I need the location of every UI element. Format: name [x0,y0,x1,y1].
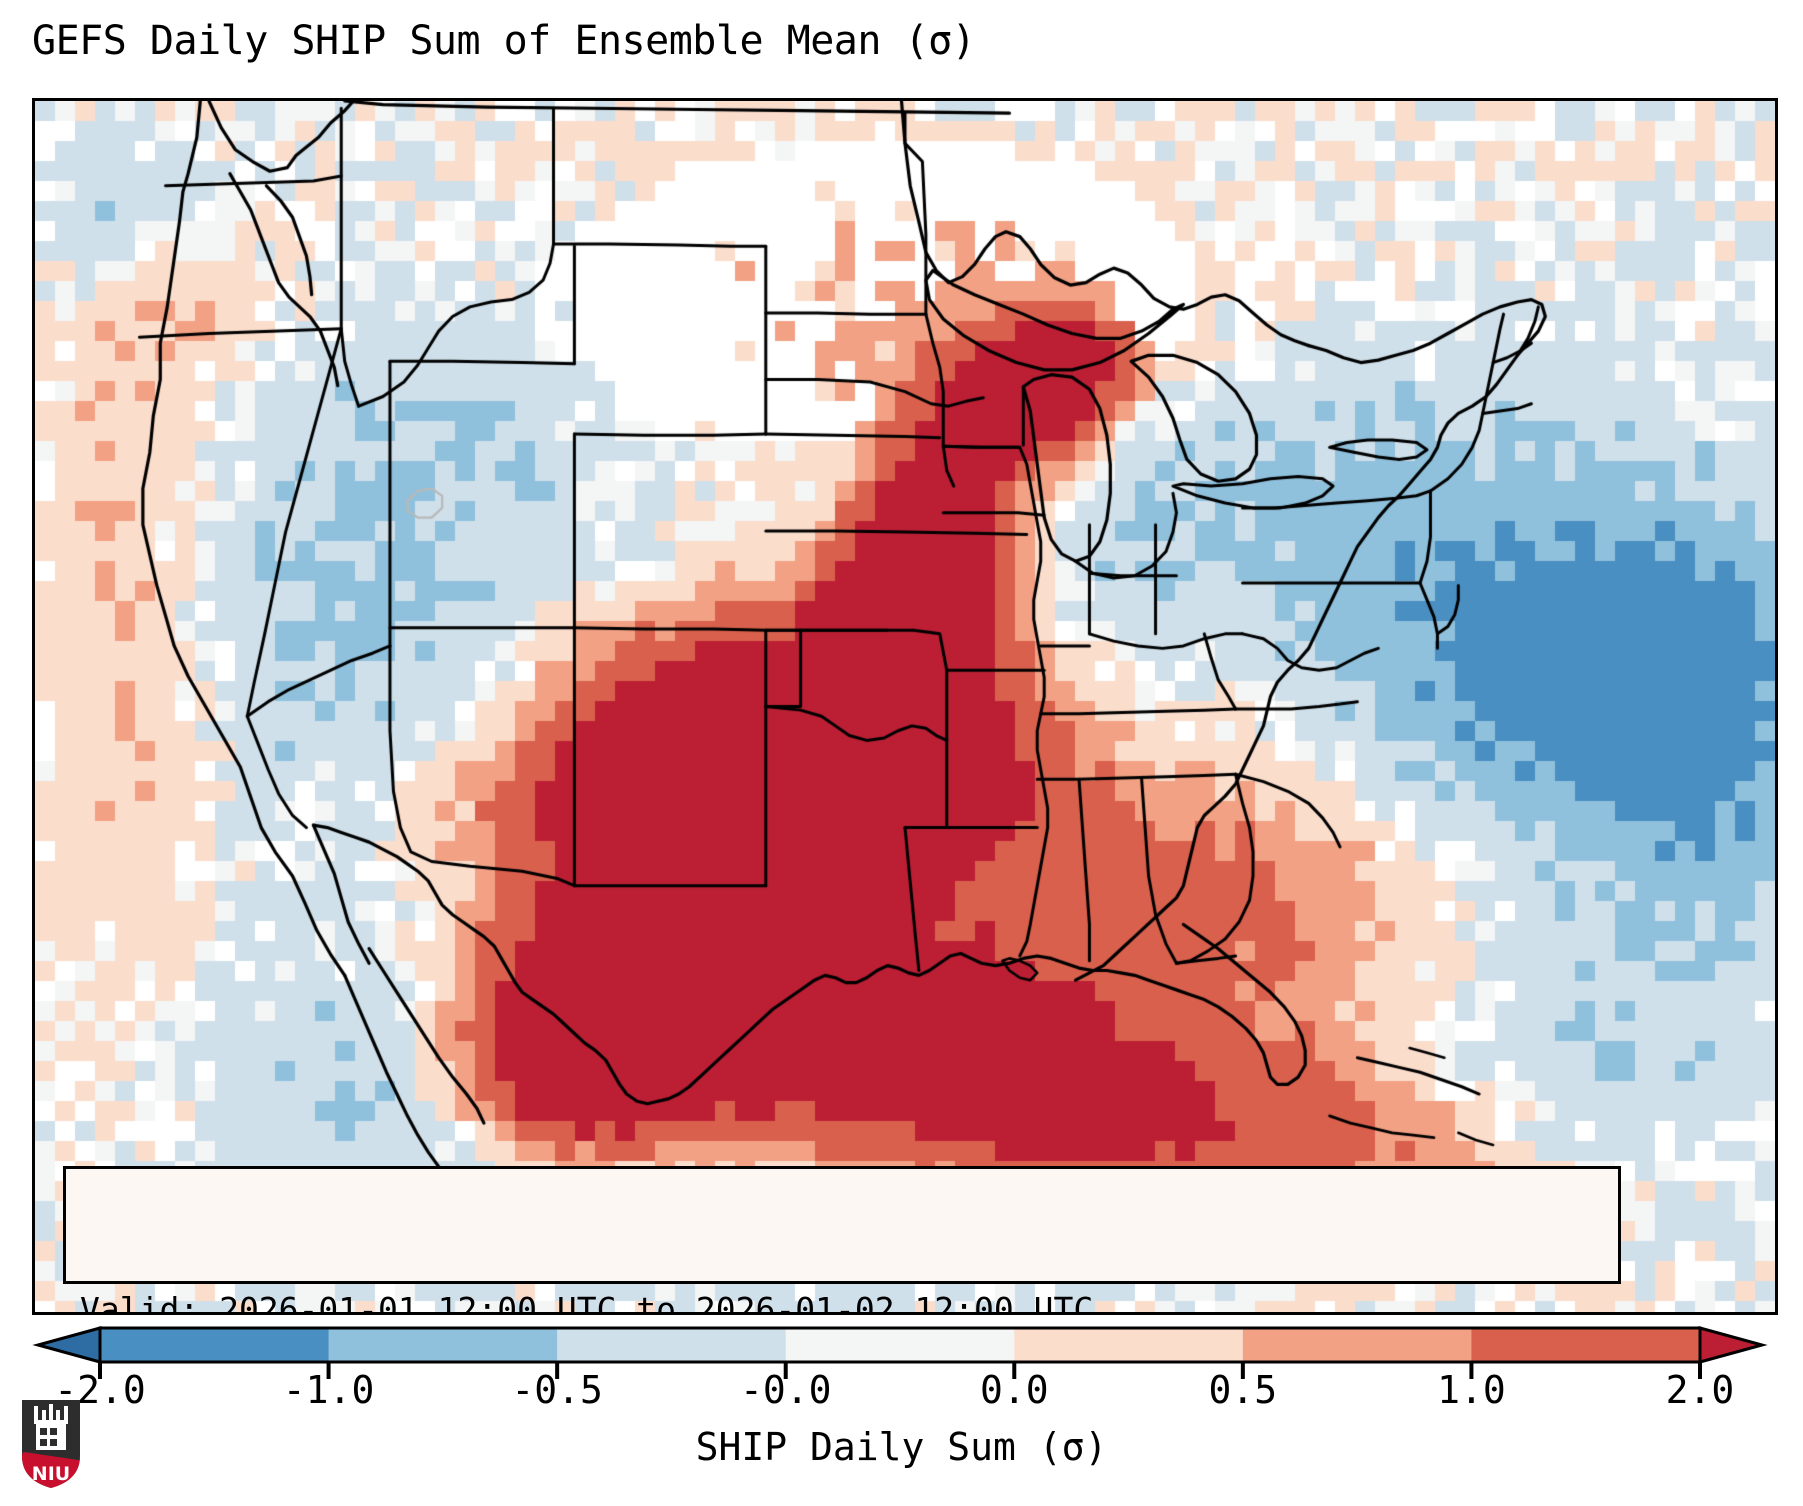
colorbar-over-arrow [1698,1326,1768,1364]
niu-shield-red-band [22,1452,80,1488]
niu-logo: NIU [22,1400,80,1488]
colorbar-band [785,1328,1015,1362]
colorbar-tick-label: 2.0 [1665,1368,1735,1412]
colorbar-svg [32,1326,1768,1379]
colorbar-under-arrow [32,1326,102,1364]
page-title: GEFS Daily SHIP Sum of Ensemble Mean (σ) [32,18,976,64]
niu-wordmark: NIU [32,1463,70,1485]
map-panel: Valid: 2026-01-01 12:00 UTC to 2026-01-0… [32,98,1778,1315]
colorbar-tick-labels: -2.0 -1.0 -0.5 -0.0 0.0 0.5 1.0 2.0 [0,1368,1803,1418]
colorbar-tick-label: -1.0 [282,1368,375,1412]
ship-heatmap-canvas [35,101,1775,1312]
colorbar-outline [98,1326,1702,1364]
colorbar-band [1242,1328,1473,1362]
colorbar-tick-label: 1.0 [1437,1368,1506,1412]
colorbar-band [557,1328,787,1362]
colorbar-tick-label: 0.0 [979,1368,1049,1412]
colorbar-axis-label: SHIP Daily Sum (σ) [695,1425,1108,1469]
colorbar-band [328,1328,558,1362]
niu-castle-windows [40,1428,57,1446]
colorbar-tick-label: -0.5 [511,1368,603,1412]
forecast-info-box: Valid: 2026-01-01 12:00 UTC to 2026-01-0… [63,1166,1621,1312]
colorbar-band [100,1328,330,1362]
colorbar-band [1471,1328,1701,1362]
valid-time-line: Valid: 2026-01-01 12:00 UTC to 2026-01-0… [80,1290,1094,1315]
colorbar-band [1014,1328,1244,1362]
colorbar [0,1320,1803,1390]
colorbar-tick-label: -0.0 [739,1368,832,1412]
colorbar-tick-label: 0.5 [1208,1368,1278,1412]
